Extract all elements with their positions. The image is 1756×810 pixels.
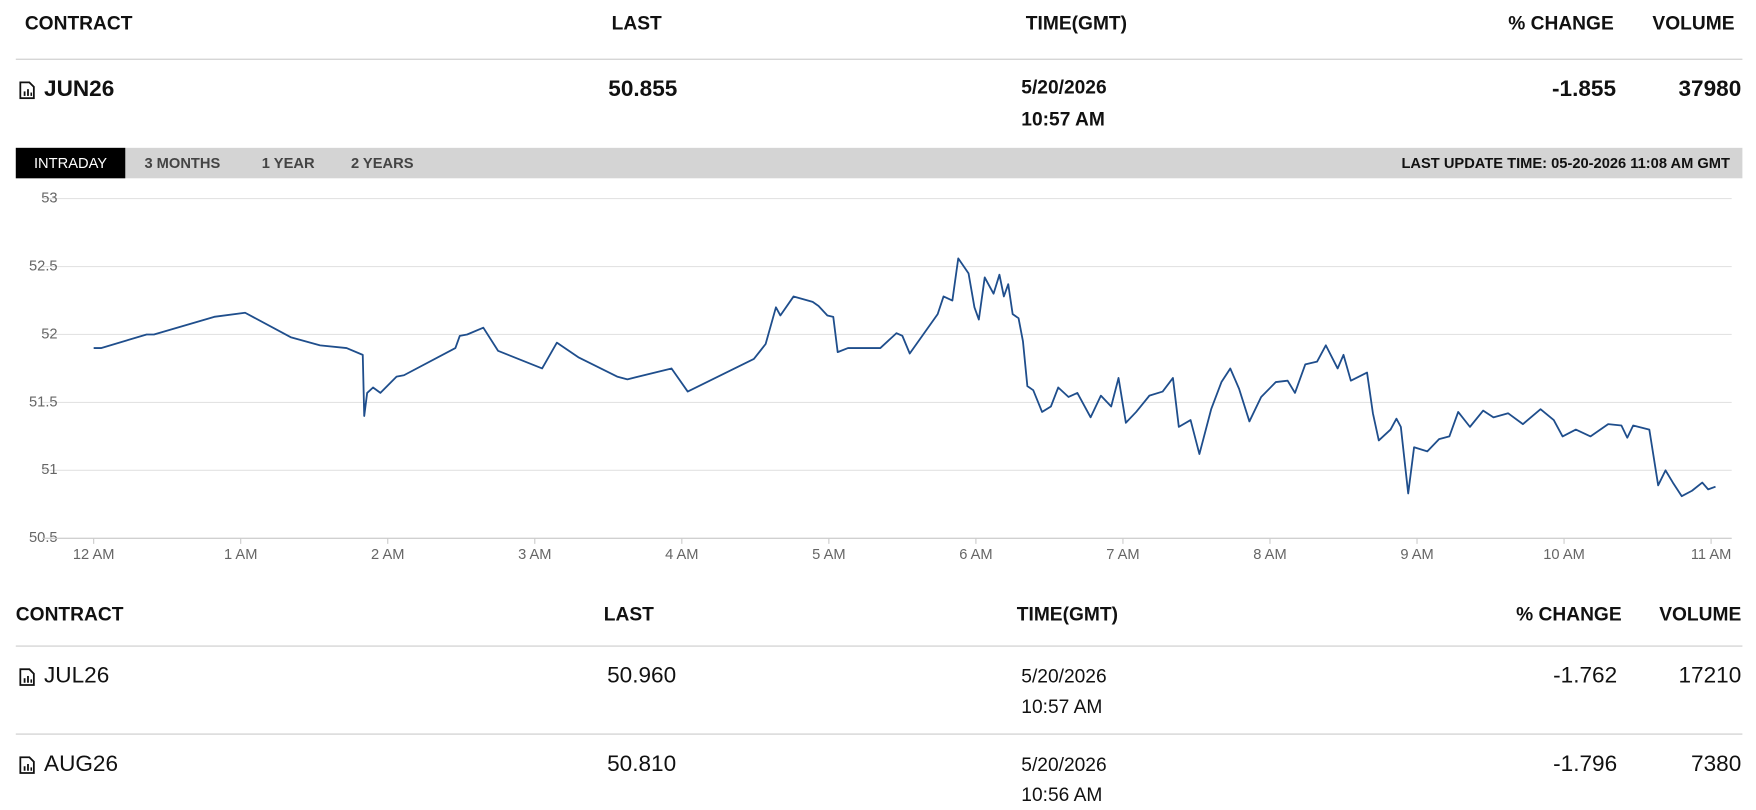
x-tick-label: 4 AM <box>665 547 698 563</box>
volume: 17210 <box>1678 663 1742 689</box>
tab[interactable]: INTRADAY <box>15 147 126 179</box>
y-tick-label: 52 <box>41 326 57 342</box>
divider <box>15 733 1743 735</box>
column-header: LAST <box>603 603 654 626</box>
column-header: CONTRACT <box>15 603 124 626</box>
y-tick-label: 51 <box>41 462 57 478</box>
date: 5/20/2026 <box>1021 753 1107 776</box>
time: 10:57 AM <box>1021 696 1103 718</box>
tab[interactable]: 1 YEAR <box>261 154 315 172</box>
divider <box>15 645 1743 647</box>
time: 10:56 AM <box>1021 784 1103 806</box>
x-tick-label: 3 AM <box>518 547 551 563</box>
chart-icon[interactable] <box>19 81 35 100</box>
last-price: 50.960 <box>607 663 677 689</box>
chart-icon[interactable] <box>19 668 35 686</box>
date: 5/20/2026 <box>1021 76 1107 99</box>
column-header: % CHANGE <box>1508 12 1614 34</box>
x-tick-label: 8 AM <box>1253 547 1286 563</box>
x-tick-label: 10 AM <box>1543 547 1585 563</box>
x-tick-label: 7 AM <box>1106 547 1139 563</box>
divider <box>15 58 1743 60</box>
column-header: LAST <box>611 12 662 34</box>
volume: 37980 <box>1678 76 1742 102</box>
x-tick-label: 2 AM <box>371 547 404 563</box>
percent-change: -1.796 <box>1553 751 1618 777</box>
x-tick-label: 5 AM <box>812 547 845 563</box>
contract-link[interactable]: JUL26 <box>44 663 110 689</box>
price-line <box>93 257 1716 498</box>
tab-bar: INTRADAY 3 MONTHS 1 YEAR 2 YEARS LAST UP… <box>15 147 1743 179</box>
date: 5/20/2026 <box>1021 665 1107 688</box>
column-header: TIME(GMT) <box>1016 603 1119 626</box>
chart-icon[interactable] <box>19 756 35 774</box>
x-tick-label: 12 AM <box>73 547 115 563</box>
column-header: VOLUME <box>1652 12 1735 34</box>
column-header: VOLUME <box>1659 603 1742 626</box>
y-tick-label: 52.5 <box>29 258 58 274</box>
last-price: 50.810 <box>607 751 677 777</box>
column-header: % CHANGE <box>1516 603 1622 626</box>
x-tick-label: 6 AM <box>959 547 992 563</box>
percent-change: -1.855 <box>1552 76 1617 102</box>
percent-change: -1.762 <box>1553 663 1618 689</box>
y-tick-label: 53 <box>41 190 57 206</box>
column-header: TIME(GMT) <box>1025 12 1128 34</box>
y-tick-label: 51.5 <box>29 394 58 410</box>
x-tick-label: 9 AM <box>1400 547 1433 563</box>
tab[interactable]: 2 YEARS <box>350 154 414 172</box>
last-price: 50.855 <box>608 76 678 102</box>
column-header: CONTRACT <box>24 12 133 34</box>
volume: 7380 <box>1691 751 1742 777</box>
tab[interactable]: 3 MONTHS <box>144 154 221 172</box>
contract-link[interactable]: JUN26 <box>44 76 115 102</box>
time: 10:57 AM <box>1021 108 1105 130</box>
x-tick-label: 1 AM <box>224 547 257 563</box>
x-tick-label: 11 AM <box>1691 547 1731 563</box>
last-update: LAST UPDATE TIME: 05-20-2026 11:08 AM GM… <box>1401 154 1730 172</box>
contract-link[interactable]: AUG26 <box>44 751 119 777</box>
